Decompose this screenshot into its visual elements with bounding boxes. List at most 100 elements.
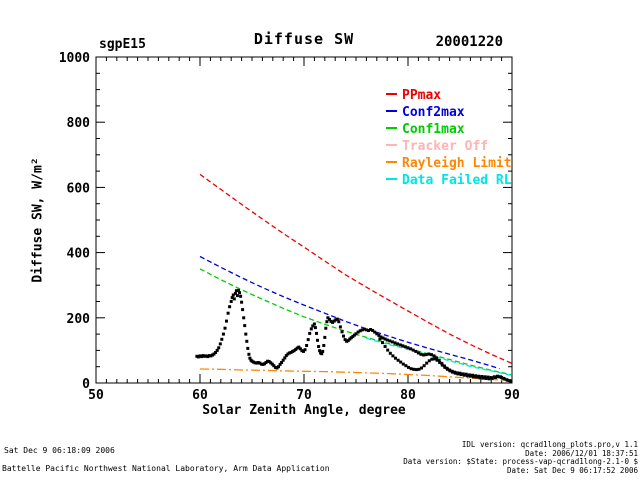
data-point [345, 339, 349, 343]
data-point [343, 338, 347, 342]
data-point [278, 362, 282, 366]
data-point [424, 353, 428, 357]
data-point [277, 365, 280, 369]
data-point [346, 339, 350, 343]
data-point [253, 361, 257, 365]
data-point [270, 362, 274, 366]
data-point [394, 356, 397, 360]
data-point [433, 357, 436, 361]
y-tick-label: 600 [67, 181, 91, 196]
data-point [360, 328, 364, 332]
data-point [422, 364, 426, 368]
data-point [234, 289, 238, 293]
data-point [246, 346, 250, 350]
data-point [266, 359, 270, 363]
data-point [383, 337, 387, 341]
data-point [354, 332, 358, 336]
data-point [486, 375, 490, 379]
data-point [388, 351, 392, 355]
data-point [321, 349, 325, 353]
data-point [471, 373, 474, 377]
data-point [440, 363, 444, 367]
data-point [440, 361, 444, 365]
data-point [443, 365, 447, 369]
data-point [302, 349, 305, 353]
data-point [422, 353, 426, 357]
data-point [356, 330, 360, 334]
data-point [468, 374, 472, 378]
data-point [206, 355, 210, 359]
data-point [398, 343, 402, 347]
data-point [506, 378, 510, 382]
data-point [328, 317, 331, 321]
data-point [509, 379, 513, 383]
data-point [456, 372, 460, 376]
y-tick-label: 200 [67, 312, 91, 327]
data-point [358, 329, 362, 333]
data-point [435, 356, 439, 360]
data-point [240, 300, 244, 304]
data-point [273, 365, 277, 369]
data-point [487, 377, 491, 381]
data-point [412, 367, 416, 371]
x-tick-label: 80 [400, 388, 416, 403]
x-tick-labels: 50 60 70 80 90 [88, 388, 520, 403]
data-point [362, 327, 366, 331]
data-point [229, 300, 233, 303]
data-point [331, 320, 335, 324]
x-tick-label: 70 [296, 388, 312, 403]
data-point [453, 371, 457, 375]
data-point [388, 339, 392, 343]
data-point [371, 329, 375, 332]
data-point [261, 362, 265, 366]
data-point [404, 364, 408, 368]
data-point [244, 332, 248, 336]
data-point [369, 328, 373, 331]
data-point [241, 308, 245, 312]
series-conf2max [199, 255, 500, 370]
data-point [198, 354, 202, 358]
data-point [300, 349, 304, 353]
data-point [411, 348, 415, 352]
data-point [472, 375, 475, 379]
data-point [228, 305, 232, 309]
data-point [401, 362, 405, 366]
data-point [196, 355, 200, 359]
series-line [199, 255, 500, 370]
data-point [403, 345, 407, 349]
data-point [399, 360, 403, 364]
data-point [313, 326, 317, 330]
data-point [218, 342, 222, 346]
data-point [335, 317, 339, 321]
y-tick-labels: 0 200 400 600 800 1000 [59, 51, 90, 392]
series-data-failed-rl [366, 337, 513, 377]
data-point [248, 356, 252, 360]
legend-label: PPmax [402, 88, 441, 103]
footer-idl-version: IDL version: qcrad1long_plots.pro,v 1.1 [461, 440, 638, 449]
data-point [235, 294, 239, 298]
data-point [427, 352, 431, 356]
data-point [391, 354, 395, 358]
data-point [221, 332, 225, 336]
data-point [306, 338, 310, 342]
data-point [377, 333, 381, 337]
data-point [432, 354, 436, 358]
data-point [225, 319, 228, 323]
data-point [247, 352, 251, 356]
legend-label: Conf1max [402, 122, 465, 137]
data-point [245, 339, 249, 343]
legend-label: Tracker Off [402, 139, 488, 154]
data-point [209, 354, 213, 358]
data-point [379, 335, 383, 339]
data-point [312, 322, 316, 326]
data-point [325, 320, 329, 324]
data-point [393, 341, 397, 345]
data-point [256, 361, 260, 364]
data-point [497, 375, 500, 379]
data-point [503, 377, 507, 381]
data-point [475, 375, 479, 379]
data-point [451, 370, 455, 374]
series-line [199, 368, 513, 382]
